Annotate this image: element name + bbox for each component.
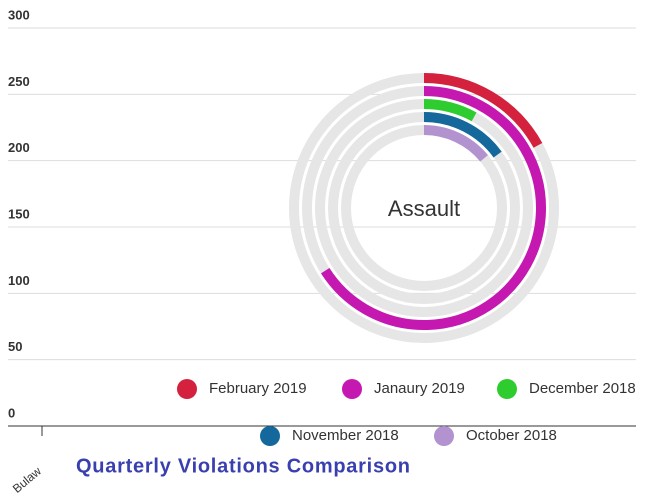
y-tick-label: 150 <box>8 206 30 221</box>
y-tick-label: 250 <box>8 74 30 89</box>
legend-label: February 2019 <box>209 380 307 397</box>
radial-bar <box>423 99 477 122</box>
legend-marker <box>497 379 517 399</box>
y-tick-label: 50 <box>8 339 22 354</box>
legend-marker <box>177 379 197 399</box>
radial-chart: Assault February 2019 Janaury 2019 December… <box>177 73 636 446</box>
radial-bar <box>320 86 546 330</box>
radial-bar <box>423 73 543 148</box>
legend-marker <box>434 426 454 446</box>
center-label: Assault <box>388 196 460 221</box>
legend-marker <box>260 426 280 446</box>
y-tick-label: 0 <box>8 405 15 420</box>
radial-bar <box>423 125 488 162</box>
y-tick-label: 200 <box>8 140 30 155</box>
legend-marker <box>342 379 362 399</box>
legend-label: Janaury 2019 <box>374 380 465 397</box>
legend-label: November 2018 <box>292 427 399 444</box>
legend-label: December 2018 <box>529 380 636 397</box>
radial-bar <box>423 112 502 158</box>
y-tick-label: 300 <box>8 7 30 22</box>
y-tick-label: 100 <box>8 273 30 288</box>
legend-label: October 2018 <box>466 427 557 444</box>
x-tick-label: Bulaw <box>10 464 44 496</box>
chart-title: Quarterly Violations Comparison <box>76 455 410 477</box>
